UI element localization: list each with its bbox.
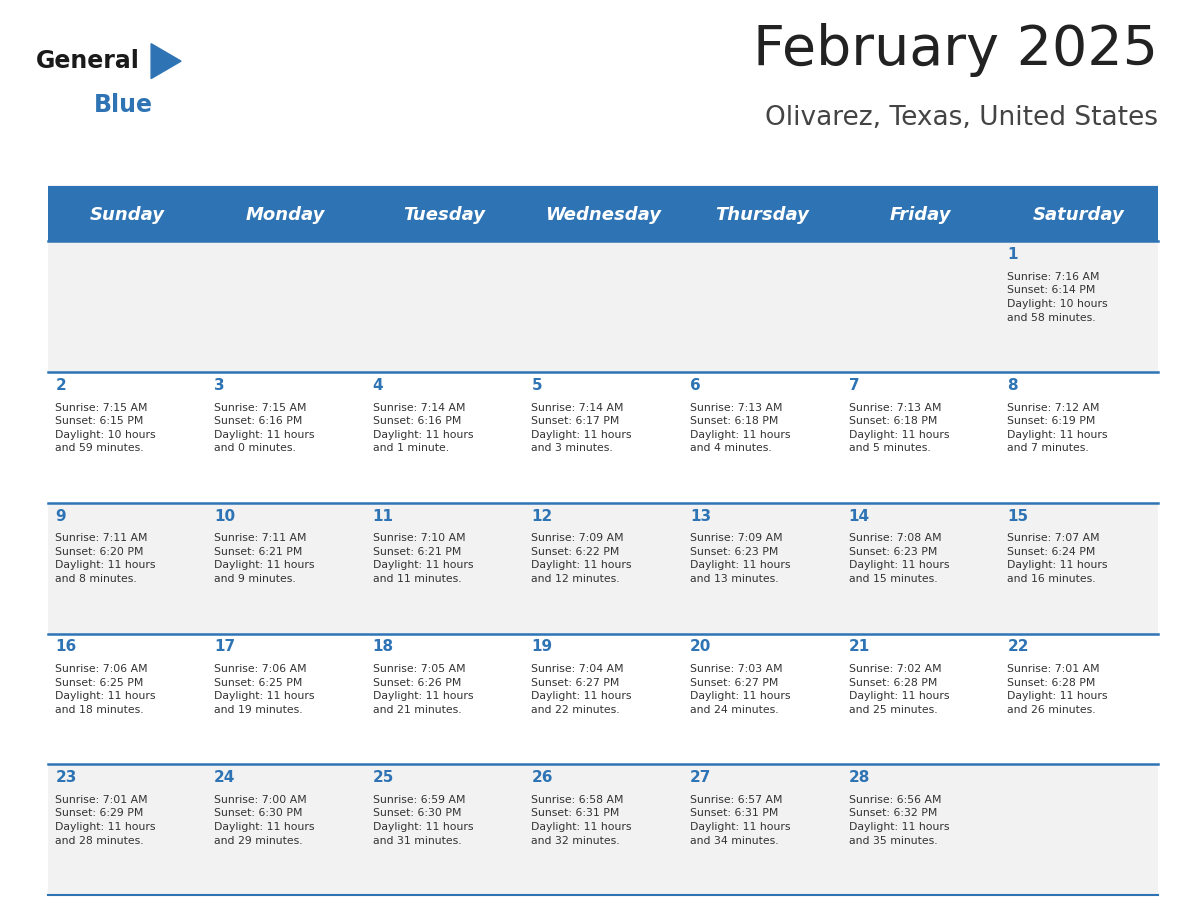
Text: Sunrise: 7:08 AM
Sunset: 6:23 PM
Daylight: 11 hours
and 15 minutes.: Sunrise: 7:08 AM Sunset: 6:23 PM Dayligh… xyxy=(848,533,949,584)
Text: 1: 1 xyxy=(1007,247,1018,262)
Bar xyxy=(48,765,1158,895)
Text: 18: 18 xyxy=(373,639,393,655)
Text: Sunrise: 7:05 AM
Sunset: 6:26 PM
Daylight: 11 hours
and 21 minutes.: Sunrise: 7:05 AM Sunset: 6:26 PM Dayligh… xyxy=(373,664,473,715)
Text: Sunrise: 7:09 AM
Sunset: 6:22 PM
Daylight: 11 hours
and 12 minutes.: Sunrise: 7:09 AM Sunset: 6:22 PM Dayligh… xyxy=(531,533,632,584)
Text: 27: 27 xyxy=(690,770,712,785)
Text: Sunrise: 7:07 AM
Sunset: 6:24 PM
Daylight: 11 hours
and 16 minutes.: Sunrise: 7:07 AM Sunset: 6:24 PM Dayligh… xyxy=(1007,533,1108,584)
Text: 11: 11 xyxy=(373,509,393,523)
Text: 10: 10 xyxy=(214,509,235,523)
Text: Sunrise: 6:59 AM
Sunset: 6:30 PM
Daylight: 11 hours
and 31 minutes.: Sunrise: 6:59 AM Sunset: 6:30 PM Dayligh… xyxy=(373,795,473,845)
Text: General: General xyxy=(36,50,139,73)
Polygon shape xyxy=(151,44,181,79)
Bar xyxy=(48,241,1158,372)
Text: 24: 24 xyxy=(214,770,235,785)
Text: 5: 5 xyxy=(531,378,542,393)
Text: Sunrise: 7:06 AM
Sunset: 6:25 PM
Daylight: 11 hours
and 18 minutes.: Sunrise: 7:06 AM Sunset: 6:25 PM Dayligh… xyxy=(56,664,156,715)
Text: Sunrise: 6:58 AM
Sunset: 6:31 PM
Daylight: 11 hours
and 32 minutes.: Sunrise: 6:58 AM Sunset: 6:31 PM Dayligh… xyxy=(531,795,632,845)
Text: Olivarez, Texas, United States: Olivarez, Texas, United States xyxy=(765,106,1158,131)
Text: Sunrise: 7:01 AM
Sunset: 6:28 PM
Daylight: 11 hours
and 26 minutes.: Sunrise: 7:01 AM Sunset: 6:28 PM Dayligh… xyxy=(1007,664,1108,715)
Text: Sunrise: 7:06 AM
Sunset: 6:25 PM
Daylight: 11 hours
and 19 minutes.: Sunrise: 7:06 AM Sunset: 6:25 PM Dayligh… xyxy=(214,664,315,715)
Text: 21: 21 xyxy=(848,639,870,655)
Text: Friday: Friday xyxy=(890,206,952,224)
Text: Saturday: Saturday xyxy=(1034,206,1125,224)
Text: 12: 12 xyxy=(531,509,552,523)
Text: 16: 16 xyxy=(56,639,76,655)
Text: Sunrise: 7:10 AM
Sunset: 6:21 PM
Daylight: 11 hours
and 11 minutes.: Sunrise: 7:10 AM Sunset: 6:21 PM Dayligh… xyxy=(373,533,473,584)
Text: Sunrise: 6:56 AM
Sunset: 6:32 PM
Daylight: 11 hours
and 35 minutes.: Sunrise: 6:56 AM Sunset: 6:32 PM Dayligh… xyxy=(848,795,949,845)
Text: 26: 26 xyxy=(531,770,552,785)
Text: 4: 4 xyxy=(373,378,384,393)
Text: 20: 20 xyxy=(690,639,712,655)
Text: 8: 8 xyxy=(1007,378,1018,393)
Text: Monday: Monday xyxy=(246,206,326,224)
Text: Sunrise: 7:03 AM
Sunset: 6:27 PM
Daylight: 11 hours
and 24 minutes.: Sunrise: 7:03 AM Sunset: 6:27 PM Dayligh… xyxy=(690,664,790,715)
Text: 13: 13 xyxy=(690,509,712,523)
Text: 22: 22 xyxy=(1007,639,1029,655)
Text: Blue: Blue xyxy=(94,93,152,117)
Bar xyxy=(48,372,1158,503)
Text: Sunrise: 7:04 AM
Sunset: 6:27 PM
Daylight: 11 hours
and 22 minutes.: Sunrise: 7:04 AM Sunset: 6:27 PM Dayligh… xyxy=(531,664,632,715)
Bar xyxy=(48,633,1158,765)
Text: Tuesday: Tuesday xyxy=(403,206,485,224)
Text: 9: 9 xyxy=(56,509,65,523)
Text: 14: 14 xyxy=(848,509,870,523)
Text: Sunrise: 7:16 AM
Sunset: 6:14 PM
Daylight: 10 hours
and 58 minutes.: Sunrise: 7:16 AM Sunset: 6:14 PM Dayligh… xyxy=(1007,272,1108,322)
Text: Sunday: Sunday xyxy=(89,206,164,224)
Text: Sunrise: 7:14 AM
Sunset: 6:16 PM
Daylight: 11 hours
and 1 minute.: Sunrise: 7:14 AM Sunset: 6:16 PM Dayligh… xyxy=(373,403,473,453)
Text: 28: 28 xyxy=(848,770,870,785)
Text: 2: 2 xyxy=(56,378,67,393)
Text: 25: 25 xyxy=(373,770,394,785)
Text: 17: 17 xyxy=(214,639,235,655)
Text: Sunrise: 7:13 AM
Sunset: 6:18 PM
Daylight: 11 hours
and 5 minutes.: Sunrise: 7:13 AM Sunset: 6:18 PM Dayligh… xyxy=(848,403,949,453)
Text: Sunrise: 7:01 AM
Sunset: 6:29 PM
Daylight: 11 hours
and 28 minutes.: Sunrise: 7:01 AM Sunset: 6:29 PM Dayligh… xyxy=(56,795,156,845)
Text: Sunrise: 7:12 AM
Sunset: 6:19 PM
Daylight: 11 hours
and 7 minutes.: Sunrise: 7:12 AM Sunset: 6:19 PM Dayligh… xyxy=(1007,403,1108,453)
Bar xyxy=(48,503,1158,633)
Text: 3: 3 xyxy=(214,378,225,393)
Text: Sunrise: 7:02 AM
Sunset: 6:28 PM
Daylight: 11 hours
and 25 minutes.: Sunrise: 7:02 AM Sunset: 6:28 PM Dayligh… xyxy=(848,664,949,715)
Text: Sunrise: 7:11 AM
Sunset: 6:21 PM
Daylight: 11 hours
and 9 minutes.: Sunrise: 7:11 AM Sunset: 6:21 PM Dayligh… xyxy=(214,533,315,584)
Text: 23: 23 xyxy=(56,770,77,785)
Text: 6: 6 xyxy=(690,378,701,393)
Text: 19: 19 xyxy=(531,639,552,655)
Text: Thursday: Thursday xyxy=(715,206,809,224)
Text: Wednesday: Wednesday xyxy=(545,206,661,224)
Text: Sunrise: 7:13 AM
Sunset: 6:18 PM
Daylight: 11 hours
and 4 minutes.: Sunrise: 7:13 AM Sunset: 6:18 PM Dayligh… xyxy=(690,403,790,453)
Text: Sunrise: 6:57 AM
Sunset: 6:31 PM
Daylight: 11 hours
and 34 minutes.: Sunrise: 6:57 AM Sunset: 6:31 PM Dayligh… xyxy=(690,795,790,845)
Text: Sunrise: 7:15 AM
Sunset: 6:16 PM
Daylight: 11 hours
and 0 minutes.: Sunrise: 7:15 AM Sunset: 6:16 PM Dayligh… xyxy=(214,403,315,453)
Text: Sunrise: 7:00 AM
Sunset: 6:30 PM
Daylight: 11 hours
and 29 minutes.: Sunrise: 7:00 AM Sunset: 6:30 PM Dayligh… xyxy=(214,795,315,845)
Text: February 2025: February 2025 xyxy=(753,23,1158,77)
Text: Sunrise: 7:11 AM
Sunset: 6:20 PM
Daylight: 11 hours
and 8 minutes.: Sunrise: 7:11 AM Sunset: 6:20 PM Dayligh… xyxy=(56,533,156,584)
Text: Sunrise: 7:14 AM
Sunset: 6:17 PM
Daylight: 11 hours
and 3 minutes.: Sunrise: 7:14 AM Sunset: 6:17 PM Dayligh… xyxy=(531,403,632,453)
Text: Sunrise: 7:15 AM
Sunset: 6:15 PM
Daylight: 10 hours
and 59 minutes.: Sunrise: 7:15 AM Sunset: 6:15 PM Dayligh… xyxy=(56,403,156,453)
Text: 15: 15 xyxy=(1007,509,1029,523)
Text: 7: 7 xyxy=(848,378,859,393)
Bar xyxy=(48,188,1158,241)
Text: Sunrise: 7:09 AM
Sunset: 6:23 PM
Daylight: 11 hours
and 13 minutes.: Sunrise: 7:09 AM Sunset: 6:23 PM Dayligh… xyxy=(690,533,790,584)
